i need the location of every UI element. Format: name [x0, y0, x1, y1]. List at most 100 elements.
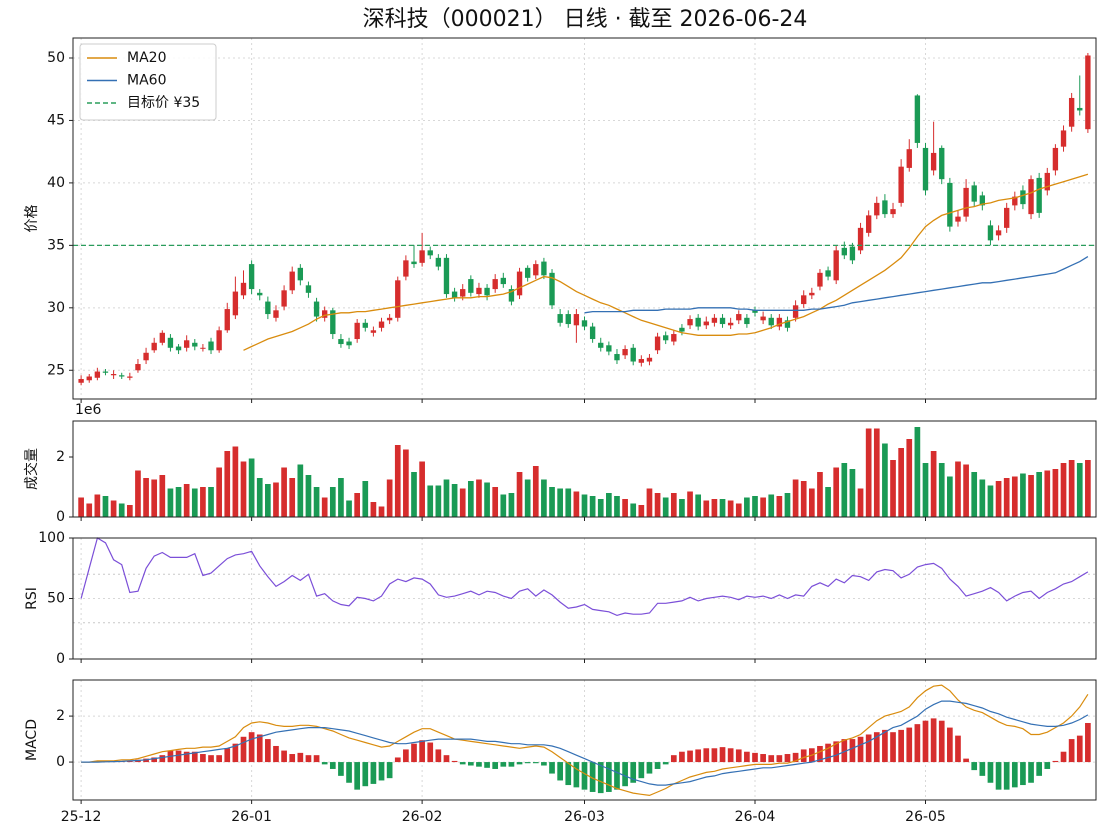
candle-body [110, 374, 117, 376]
candle-body [175, 346, 182, 351]
volume-bar [1052, 469, 1059, 517]
macd-bar [208, 755, 214, 763]
macd-bar [516, 762, 523, 765]
volume-bar [719, 499, 726, 517]
candle-body [500, 277, 506, 285]
candle-body [313, 301, 320, 317]
volume-bar [435, 485, 442, 517]
volume-bar [565, 488, 572, 517]
volume-bar [516, 472, 523, 517]
volume-bar [922, 463, 929, 517]
volume-bar [849, 469, 856, 517]
rsi-line [80, 537, 1089, 617]
y-axis-label: 价格 [24, 205, 40, 233]
volume-bar [882, 443, 888, 517]
macd-bar [857, 736, 864, 763]
y-axis-label: RSI [24, 587, 40, 610]
candle-body [744, 317, 750, 325]
volume-bar [265, 484, 271, 517]
volume-bar [110, 500, 117, 517]
macd-bar [971, 762, 978, 771]
x-tick-label: 25-12 [61, 809, 102, 825]
y-tick-label: 50 [47, 591, 65, 607]
macd-bar [906, 727, 913, 763]
candle-body [86, 376, 92, 381]
volume-bar [362, 481, 369, 517]
candle-body [151, 342, 157, 351]
macd-bar [638, 762, 645, 779]
volume-bar [183, 484, 190, 517]
y-tick-label: 35 [47, 237, 65, 253]
macd-bar [289, 754, 296, 763]
candle-body [849, 246, 856, 261]
volume-bar [971, 472, 978, 517]
volume-bar [476, 479, 482, 517]
ma-line [243, 173, 1089, 351]
volume-bar [484, 482, 490, 517]
x-tick-label: 26-03 [564, 809, 605, 825]
macd-bar [1052, 760, 1059, 763]
macd-bar [922, 720, 929, 763]
candle-body [403, 260, 409, 277]
y-tick-label: 50 [47, 50, 65, 66]
volume-bar [224, 451, 231, 517]
volume-bar [800, 481, 807, 517]
candle-body [930, 152, 937, 171]
macd-bar [1044, 762, 1051, 769]
volume-bar [135, 470, 141, 517]
macd-bar [216, 755, 222, 763]
volume-bar [240, 461, 247, 517]
volume-bar [321, 497, 328, 517]
macd-bar [313, 755, 320, 763]
macd-bar [865, 734, 872, 763]
volume-bar [1011, 476, 1018, 517]
candle-body [776, 317, 783, 327]
macd-bar [370, 762, 377, 784]
volume-bar [305, 475, 312, 517]
macd-bar [1036, 762, 1043, 776]
macd-line [81, 700, 1089, 786]
candle-body [330, 310, 336, 335]
candle-body [386, 317, 393, 321]
candle-body [890, 209, 896, 215]
candle-body [760, 316, 766, 321]
macd-bar [792, 752, 799, 763]
volume-bar [995, 481, 1002, 517]
volume-bar [662, 497, 669, 517]
volume-bar [378, 506, 385, 517]
macd-bar [362, 762, 369, 787]
macd-bar [727, 748, 734, 763]
volume-bar [419, 461, 425, 517]
volume-bar [143, 478, 149, 517]
volume-bar [532, 466, 539, 517]
volume-bar [987, 485, 994, 517]
volume-bar [784, 493, 791, 517]
volume-bar [711, 499, 718, 517]
macd-bar [873, 732, 880, 763]
volume-bar [541, 479, 547, 517]
macd-bar [183, 751, 190, 763]
macd-bar [817, 745, 823, 763]
macd-bar [1085, 722, 1091, 763]
candle-body [549, 272, 555, 306]
macd-bar [557, 762, 563, 781]
volume-bar [94, 494, 101, 517]
candle-body [143, 352, 149, 361]
panel-frame [72, 679, 1097, 801]
macd-bar [687, 750, 693, 763]
volume-bar [825, 487, 831, 517]
macd-bar [191, 751, 198, 763]
volume-bar [606, 493, 612, 517]
candle-body [224, 309, 230, 331]
volume-bar [313, 487, 320, 517]
volume-bar [792, 479, 799, 517]
candle-body [695, 317, 701, 327]
macd-bar [630, 762, 637, 783]
macd-bar [321, 762, 328, 765]
macd-bar [776, 755, 783, 763]
macd-bar [938, 720, 945, 763]
candle-body [167, 337, 174, 348]
volume-bar [1060, 463, 1067, 517]
macd-bar [411, 743, 417, 763]
macd-bar [297, 752, 304, 763]
